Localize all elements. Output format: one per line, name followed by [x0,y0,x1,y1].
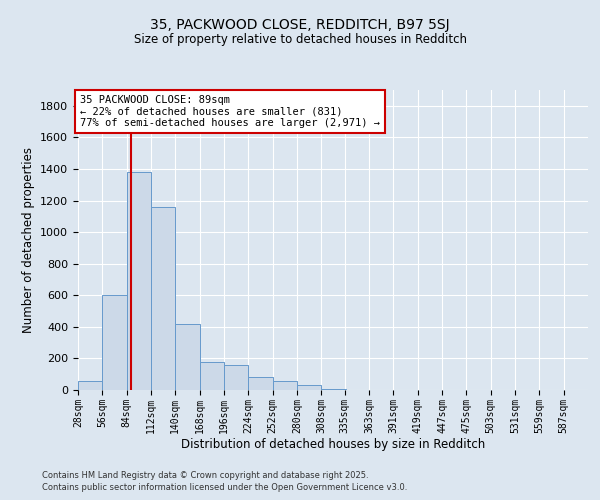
Bar [200,362,224,390]
Bar [78,380,103,390]
Bar [224,364,248,390]
Bar [175,324,200,390]
Text: Contains HM Land Registry data © Crown copyright and database right 2025.: Contains HM Land Registry data © Crown c… [42,471,368,480]
Text: 35, PACKWOOD CLOSE, REDDITCH, B97 5SJ: 35, PACKWOOD CLOSE, REDDITCH, B97 5SJ [150,18,450,32]
Text: Contains public sector information licensed under the Open Government Licence v3: Contains public sector information licen… [42,484,407,492]
Text: Size of property relative to detached houses in Redditch: Size of property relative to detached ho… [133,32,467,46]
Bar [321,389,346,390]
Bar [103,296,127,390]
Bar [272,382,297,390]
X-axis label: Distribution of detached houses by size in Redditch: Distribution of detached houses by size … [181,438,485,452]
Bar [297,386,321,390]
Y-axis label: Number of detached properties: Number of detached properties [22,147,35,333]
Text: 35 PACKWOOD CLOSE: 89sqm
← 22% of detached houses are smaller (831)
77% of semi-: 35 PACKWOOD CLOSE: 89sqm ← 22% of detach… [80,94,380,128]
Bar [248,378,272,390]
Bar [151,207,175,390]
Bar [127,172,151,390]
